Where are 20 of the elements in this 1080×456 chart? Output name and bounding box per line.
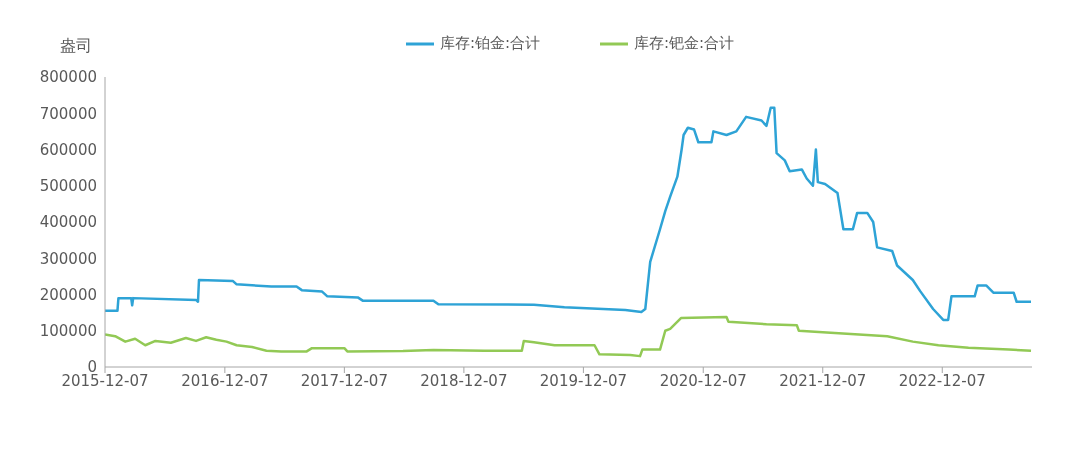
x-tick-label: 2019-12-07 [539, 371, 627, 390]
x-tick-label: 2021-12-07 [779, 371, 867, 390]
y-tick-label: 400000 [39, 213, 97, 232]
line-series [105, 315, 1032, 358]
x-tick-label: 2020-12-07 [659, 371, 747, 390]
x-tick-label: 2017-12-07 [300, 371, 388, 390]
x-tick-label: 2018-12-07 [420, 371, 508, 390]
line-series [105, 106, 1032, 322]
legend-label: 库存:铂金:合计 [439, 34, 540, 53]
x-tick-label: 2022-12-07 [898, 371, 986, 390]
y-axis-title: 盎司 [60, 36, 92, 57]
y-tick-label: 800000 [39, 68, 97, 87]
y-tick-label: 300000 [39, 249, 97, 268]
x-tick-label: 2016-12-07 [181, 371, 269, 390]
y-tick-label: 200000 [39, 285, 97, 304]
legend-label: 库存:钯金:合计 [634, 34, 735, 53]
y-tick-label: 100000 [39, 322, 97, 341]
y-tick-label: 700000 [39, 104, 97, 123]
y-tick-label: 500000 [39, 177, 97, 196]
y-tick-label: 600000 [39, 140, 97, 159]
